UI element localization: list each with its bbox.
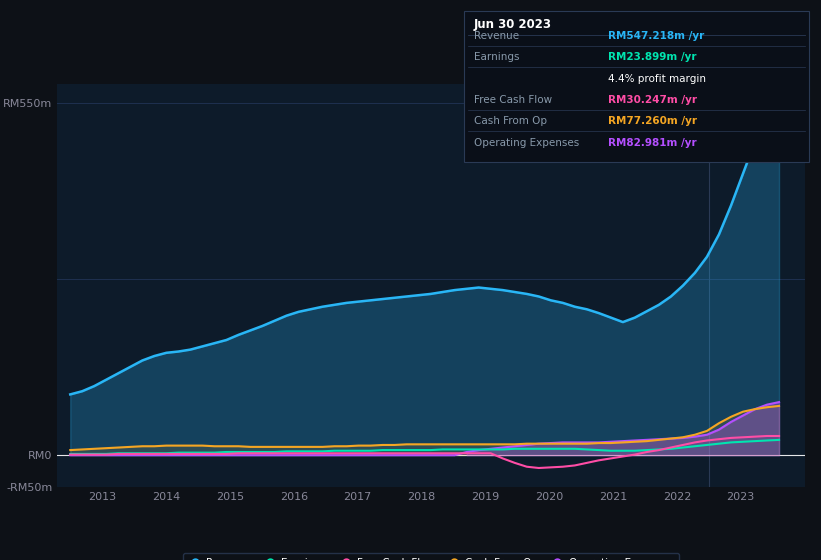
Text: RM77.260m /yr: RM77.260m /yr	[608, 116, 696, 127]
Text: Revenue: Revenue	[474, 31, 519, 41]
Text: Cash From Op: Cash From Op	[474, 116, 547, 127]
Text: Earnings: Earnings	[474, 53, 519, 63]
Text: Free Cash Flow: Free Cash Flow	[474, 95, 552, 105]
Text: RM82.981m /yr: RM82.981m /yr	[608, 138, 696, 148]
Text: RM547.218m /yr: RM547.218m /yr	[608, 31, 704, 41]
Text: Operating Expenses: Operating Expenses	[474, 138, 579, 148]
Legend: Revenue, Earnings, Free Cash Flow, Cash From Op, Operating Expenses: Revenue, Earnings, Free Cash Flow, Cash …	[183, 553, 679, 560]
Text: Jun 30 2023: Jun 30 2023	[474, 18, 552, 31]
Text: RM23.899m /yr: RM23.899m /yr	[608, 53, 696, 63]
Text: RM30.247m /yr: RM30.247m /yr	[608, 95, 696, 105]
Text: 4.4% profit margin: 4.4% profit margin	[608, 74, 705, 84]
